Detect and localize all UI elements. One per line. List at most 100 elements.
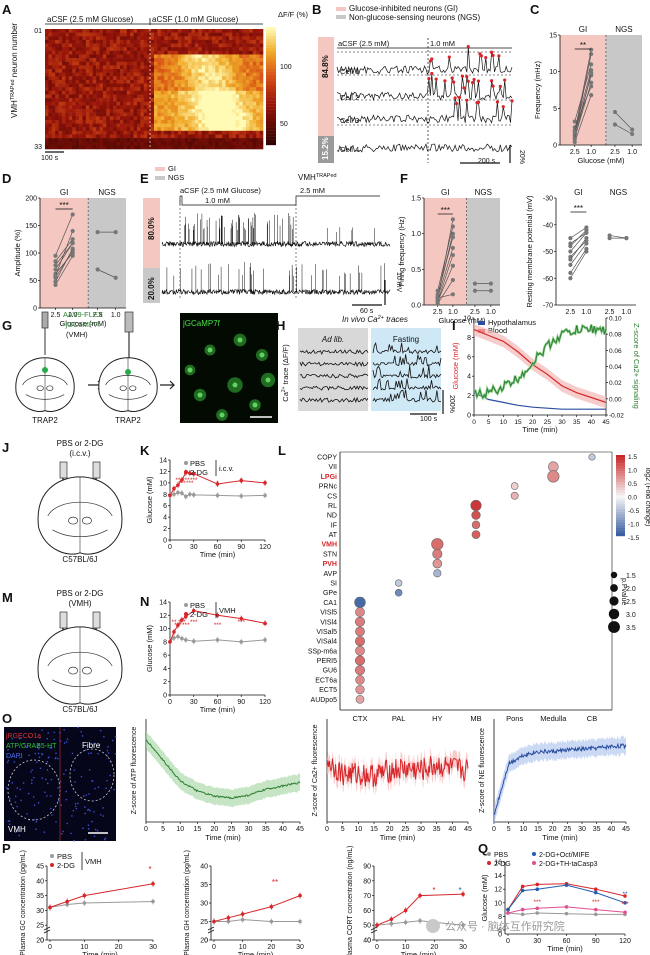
heatmap-cell xyxy=(106,87,111,92)
heatmap-cell xyxy=(130,134,134,139)
heatmap-cell xyxy=(160,58,165,63)
microscopy-image xyxy=(180,313,278,423)
heatmap-cell xyxy=(119,32,124,37)
significance: * xyxy=(458,886,461,895)
heatmap-cell xyxy=(191,145,196,150)
heatmap-cell xyxy=(164,50,168,55)
data-point xyxy=(624,236,629,241)
colorbar-segment xyxy=(266,139,276,143)
heatmap-cell xyxy=(157,32,162,37)
heatmap-cell xyxy=(188,58,192,63)
panel-letter: J xyxy=(2,440,9,455)
data-point xyxy=(568,262,573,267)
heatmap-cell xyxy=(154,72,158,77)
heatmap-cell xyxy=(256,69,260,73)
heatmap-cell xyxy=(154,65,158,70)
heatmap-cell xyxy=(177,50,182,55)
heatmap-cell xyxy=(58,127,63,132)
heatmap-cell xyxy=(171,54,175,59)
heatmap-cell xyxy=(208,98,213,103)
heatmap-cell xyxy=(96,141,100,146)
colorbar-segment xyxy=(616,492,625,496)
data-point xyxy=(623,894,627,898)
heatmap-cell xyxy=(51,105,56,110)
panel-k-point-2-DG xyxy=(176,483,180,487)
heatmap-cell xyxy=(89,127,93,132)
heatmap-cell xyxy=(211,79,216,84)
heatmap-cell xyxy=(174,69,179,73)
route-label: (i.c.v.) xyxy=(69,449,91,458)
heatmap-cell xyxy=(181,29,185,33)
heatmap-cell xyxy=(171,39,175,44)
dot-IF xyxy=(471,520,481,530)
heatmap-cell xyxy=(201,76,206,81)
heatmap-cell xyxy=(140,54,145,59)
colorbar-segment xyxy=(616,460,625,464)
series-line-3 xyxy=(507,906,626,914)
heatmap-cell xyxy=(72,69,76,73)
category-label: HY xyxy=(432,714,442,723)
heatmap-cell xyxy=(85,90,90,95)
heatmap-cell xyxy=(130,83,134,88)
heatmap-cell xyxy=(89,123,93,128)
heatmap-cell xyxy=(218,83,223,88)
heatmap-cell xyxy=(252,58,257,63)
heatmap-cell xyxy=(65,105,70,110)
heatmap-cell xyxy=(48,54,53,59)
heatmap-cell xyxy=(191,130,196,135)
heatmap-cell xyxy=(133,54,138,59)
colorbar-segment xyxy=(266,109,276,113)
scale-label: 200% xyxy=(448,395,455,413)
event-marker xyxy=(491,53,495,58)
panel-f2-x-tick-label: 1.0 xyxy=(582,309,592,316)
heatmap-cell xyxy=(109,119,114,124)
heatmap-cell xyxy=(256,105,260,110)
heatmap-cell xyxy=(48,76,53,81)
heatmap-cell xyxy=(211,134,216,139)
cond-label: aCSF (2.5 mM Glucose) xyxy=(47,15,134,24)
heatmap-cell xyxy=(164,90,168,95)
event-marker xyxy=(476,79,481,83)
plasma-cort-point-2-DG xyxy=(389,917,394,922)
heatmap-cell xyxy=(126,119,131,124)
panel-n-point-2-DG xyxy=(176,623,180,628)
heatmap-cell xyxy=(126,123,131,128)
dapi-nucleus xyxy=(14,831,17,833)
heatmap-cell xyxy=(82,36,87,41)
series-line-1 xyxy=(507,883,626,910)
heatmap-cell xyxy=(65,79,70,84)
heatmap-cell xyxy=(89,138,93,143)
heatmap-cell xyxy=(109,109,114,113)
heatmap-cell xyxy=(225,29,230,33)
heatmap-cell xyxy=(65,87,70,92)
heatmap-cell xyxy=(45,141,49,146)
colorbar-segment xyxy=(266,44,276,48)
heatmap-cell xyxy=(116,130,121,135)
heatmap-cell xyxy=(89,54,93,59)
heatmap-cell xyxy=(58,36,63,41)
heatmap-cell xyxy=(205,32,209,37)
heatmap-cell xyxy=(72,130,76,135)
heatmap-cell xyxy=(252,29,257,33)
panel-c-x-label: Glucose (mM) xyxy=(577,156,625,165)
heatmap-cell xyxy=(140,112,145,117)
heatmap-cell xyxy=(113,98,117,103)
heatmap-cell xyxy=(164,127,168,132)
heatmap-cell xyxy=(96,101,100,106)
heatmap-cell xyxy=(211,123,216,128)
heatmap-cell xyxy=(75,36,80,41)
plasma-gc-point-PBS xyxy=(82,901,87,905)
heatmap-cell xyxy=(208,29,213,33)
heatmap-cell xyxy=(72,32,76,37)
heatmap-cell xyxy=(242,69,247,73)
y-tick-label: 10 xyxy=(494,900,502,907)
heatmap-cell xyxy=(245,130,250,135)
panel-c-y-tick-label: 10 xyxy=(549,69,557,76)
heatmap-cell xyxy=(106,83,111,88)
heatmap-cell xyxy=(167,145,172,150)
heatmap-cell xyxy=(85,61,90,66)
heatmap-cell xyxy=(85,127,90,132)
heatmap-cell xyxy=(205,127,209,132)
heatmap-cell xyxy=(72,76,76,81)
heatmap-cell xyxy=(228,112,233,117)
